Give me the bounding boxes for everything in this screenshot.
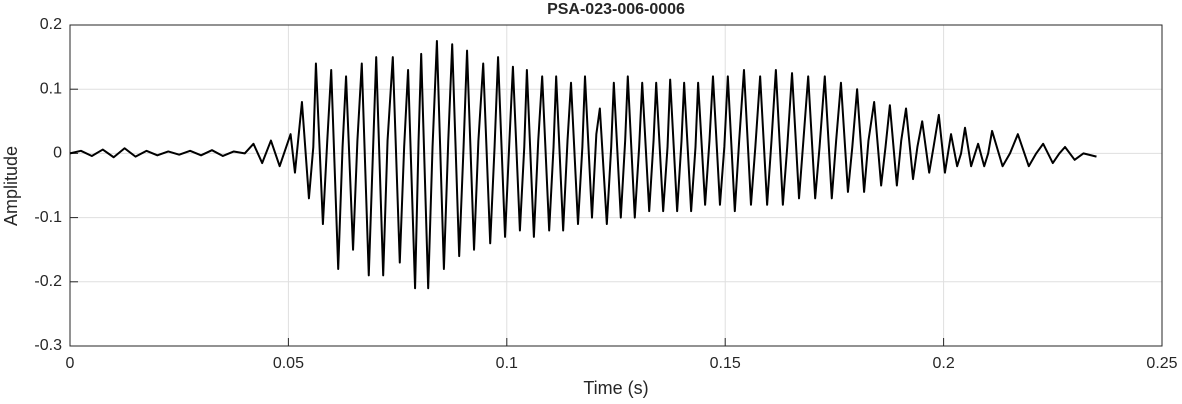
- waveform-line: [69, 40, 1097, 290]
- y-tick-label: 0.2: [40, 16, 62, 33]
- plot-frame: [69, 24, 1163, 347]
- chart-title: PSA-023-006-0006: [547, 1, 685, 18]
- y-tick-label: -0.2: [34, 273, 62, 290]
- x-tick-label: 0.25: [1146, 355, 1177, 372]
- x-tick-label: 0.1: [496, 355, 518, 372]
- x-tick-label: 0: [66, 355, 75, 372]
- x-tick-label: 0.05: [273, 355, 304, 372]
- y-tick-label: -0.1: [34, 209, 62, 226]
- x-axis-label: Time (s): [583, 378, 648, 398]
- x-tick-label: 0.2: [932, 355, 954, 372]
- y-tick-label: 0.1: [40, 80, 62, 97]
- y-tick-label: -0.3: [34, 337, 62, 354]
- y-axis-label: Amplitude: [1, 146, 21, 226]
- x-tick-label: 0.15: [710, 355, 741, 372]
- y-tick-label: 0: [53, 145, 62, 162]
